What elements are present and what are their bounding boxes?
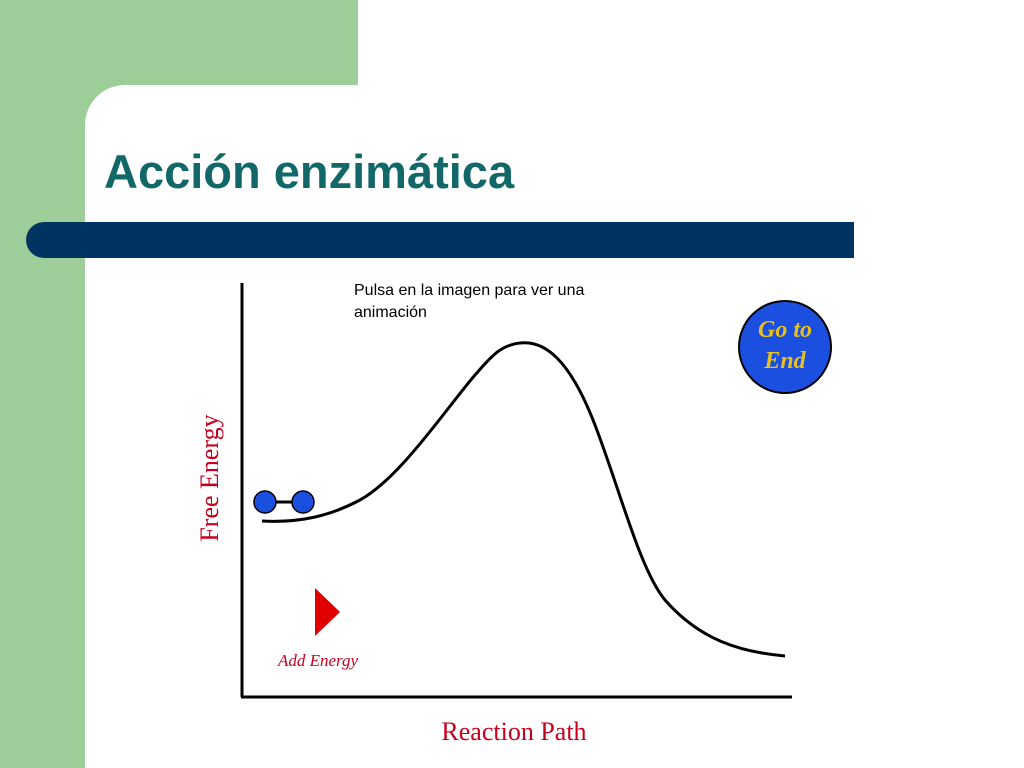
energy-diagram[interactable]: Add Energy Go to End Reaction Path Free … [170, 270, 850, 760]
slide-title: Acción enzimática [104, 145, 515, 198]
title-divider-bar [26, 222, 854, 258]
add-energy-button[interactable] [315, 588, 340, 636]
go-to-end-line2: End [763, 348, 806, 374]
molecule-icon [253, 490, 315, 514]
go-to-end-button[interactable]: Go to End [738, 300, 832, 394]
x-axis-label: Reaction Path [441, 717, 586, 746]
click-hint-line2: animación [354, 304, 427, 321]
click-hint: Pulsa en la imagen para ver una animació… [354, 280, 654, 324]
click-hint-line1: Pulsa en la imagen para ver una [354, 282, 585, 299]
energy-curve [261, 341, 786, 658]
add-energy-label[interactable]: Add Energy [277, 651, 359, 670]
go-to-end-line1: Go to [758, 317, 812, 343]
y-axis-label: Free Energy [195, 414, 224, 541]
